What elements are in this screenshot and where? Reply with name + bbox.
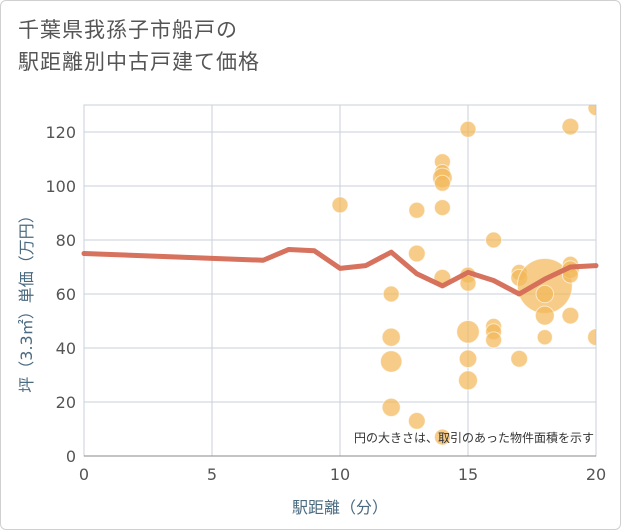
y-tick-label: 100 xyxy=(45,177,76,196)
y-axis-label: 坪（3.3㎡）単価（万円） xyxy=(17,207,36,392)
x-tick-label: 10 xyxy=(330,465,350,484)
trend-series xyxy=(81,246,599,297)
bubble-point xyxy=(510,349,529,368)
bubble-point xyxy=(458,370,478,391)
bubble-point xyxy=(561,117,580,136)
x-axis-label: 駅距離（分） xyxy=(292,498,388,517)
bubble-point xyxy=(459,120,477,138)
chart-title: 千葉県我孫子市船戸の 駅距離別中古戸建て価格 xyxy=(18,14,260,78)
y-tick-label: 80 xyxy=(56,231,76,250)
bubble-point xyxy=(381,397,401,418)
bubble-point xyxy=(456,319,480,344)
chart-title-line-2: 駅距離別中古戸建て価格 xyxy=(18,50,260,74)
bubble-point xyxy=(536,329,553,346)
average-price-line xyxy=(81,246,599,297)
bubble-point xyxy=(458,349,478,369)
y-tick-label: 20 xyxy=(56,393,76,412)
bubble-point xyxy=(381,327,401,347)
bubble-point xyxy=(408,201,426,219)
bubble-point xyxy=(534,305,555,326)
bubble-point xyxy=(433,428,451,446)
bubble-point xyxy=(407,412,426,430)
bubble-point xyxy=(331,196,349,214)
y-tick-label: 40 xyxy=(56,339,76,358)
y-tick-label: 60 xyxy=(56,285,76,304)
bubble-point xyxy=(587,328,596,347)
x-tick-label: 5 xyxy=(207,465,217,484)
bubble-point xyxy=(433,174,451,192)
grid xyxy=(83,104,597,457)
bubble-point xyxy=(433,199,451,217)
x-tick-label: 20 xyxy=(586,465,606,484)
bubble-point xyxy=(587,105,596,117)
chart-title-line-1: 千葉県我孫子市船戸の xyxy=(18,18,238,42)
bubble-point xyxy=(535,284,555,304)
bubble-point xyxy=(379,350,403,373)
bubble-point xyxy=(561,306,580,325)
bubble-point xyxy=(485,331,503,349)
bubble-point xyxy=(407,244,426,263)
axis-ticks: 0 5 10 15 20 0 20 40 60 80 100 120 xyxy=(45,123,606,484)
size-note: 円の大きさは、取引のあった物件面積を示す xyxy=(354,430,594,445)
x-tick-label: 15 xyxy=(458,465,478,484)
bubble-point xyxy=(485,231,503,249)
y-tick-label: 120 xyxy=(45,123,76,142)
bubble-point xyxy=(382,285,400,303)
x-tick-label: 0 xyxy=(79,465,89,484)
y-tick-label: 0 xyxy=(66,447,76,466)
